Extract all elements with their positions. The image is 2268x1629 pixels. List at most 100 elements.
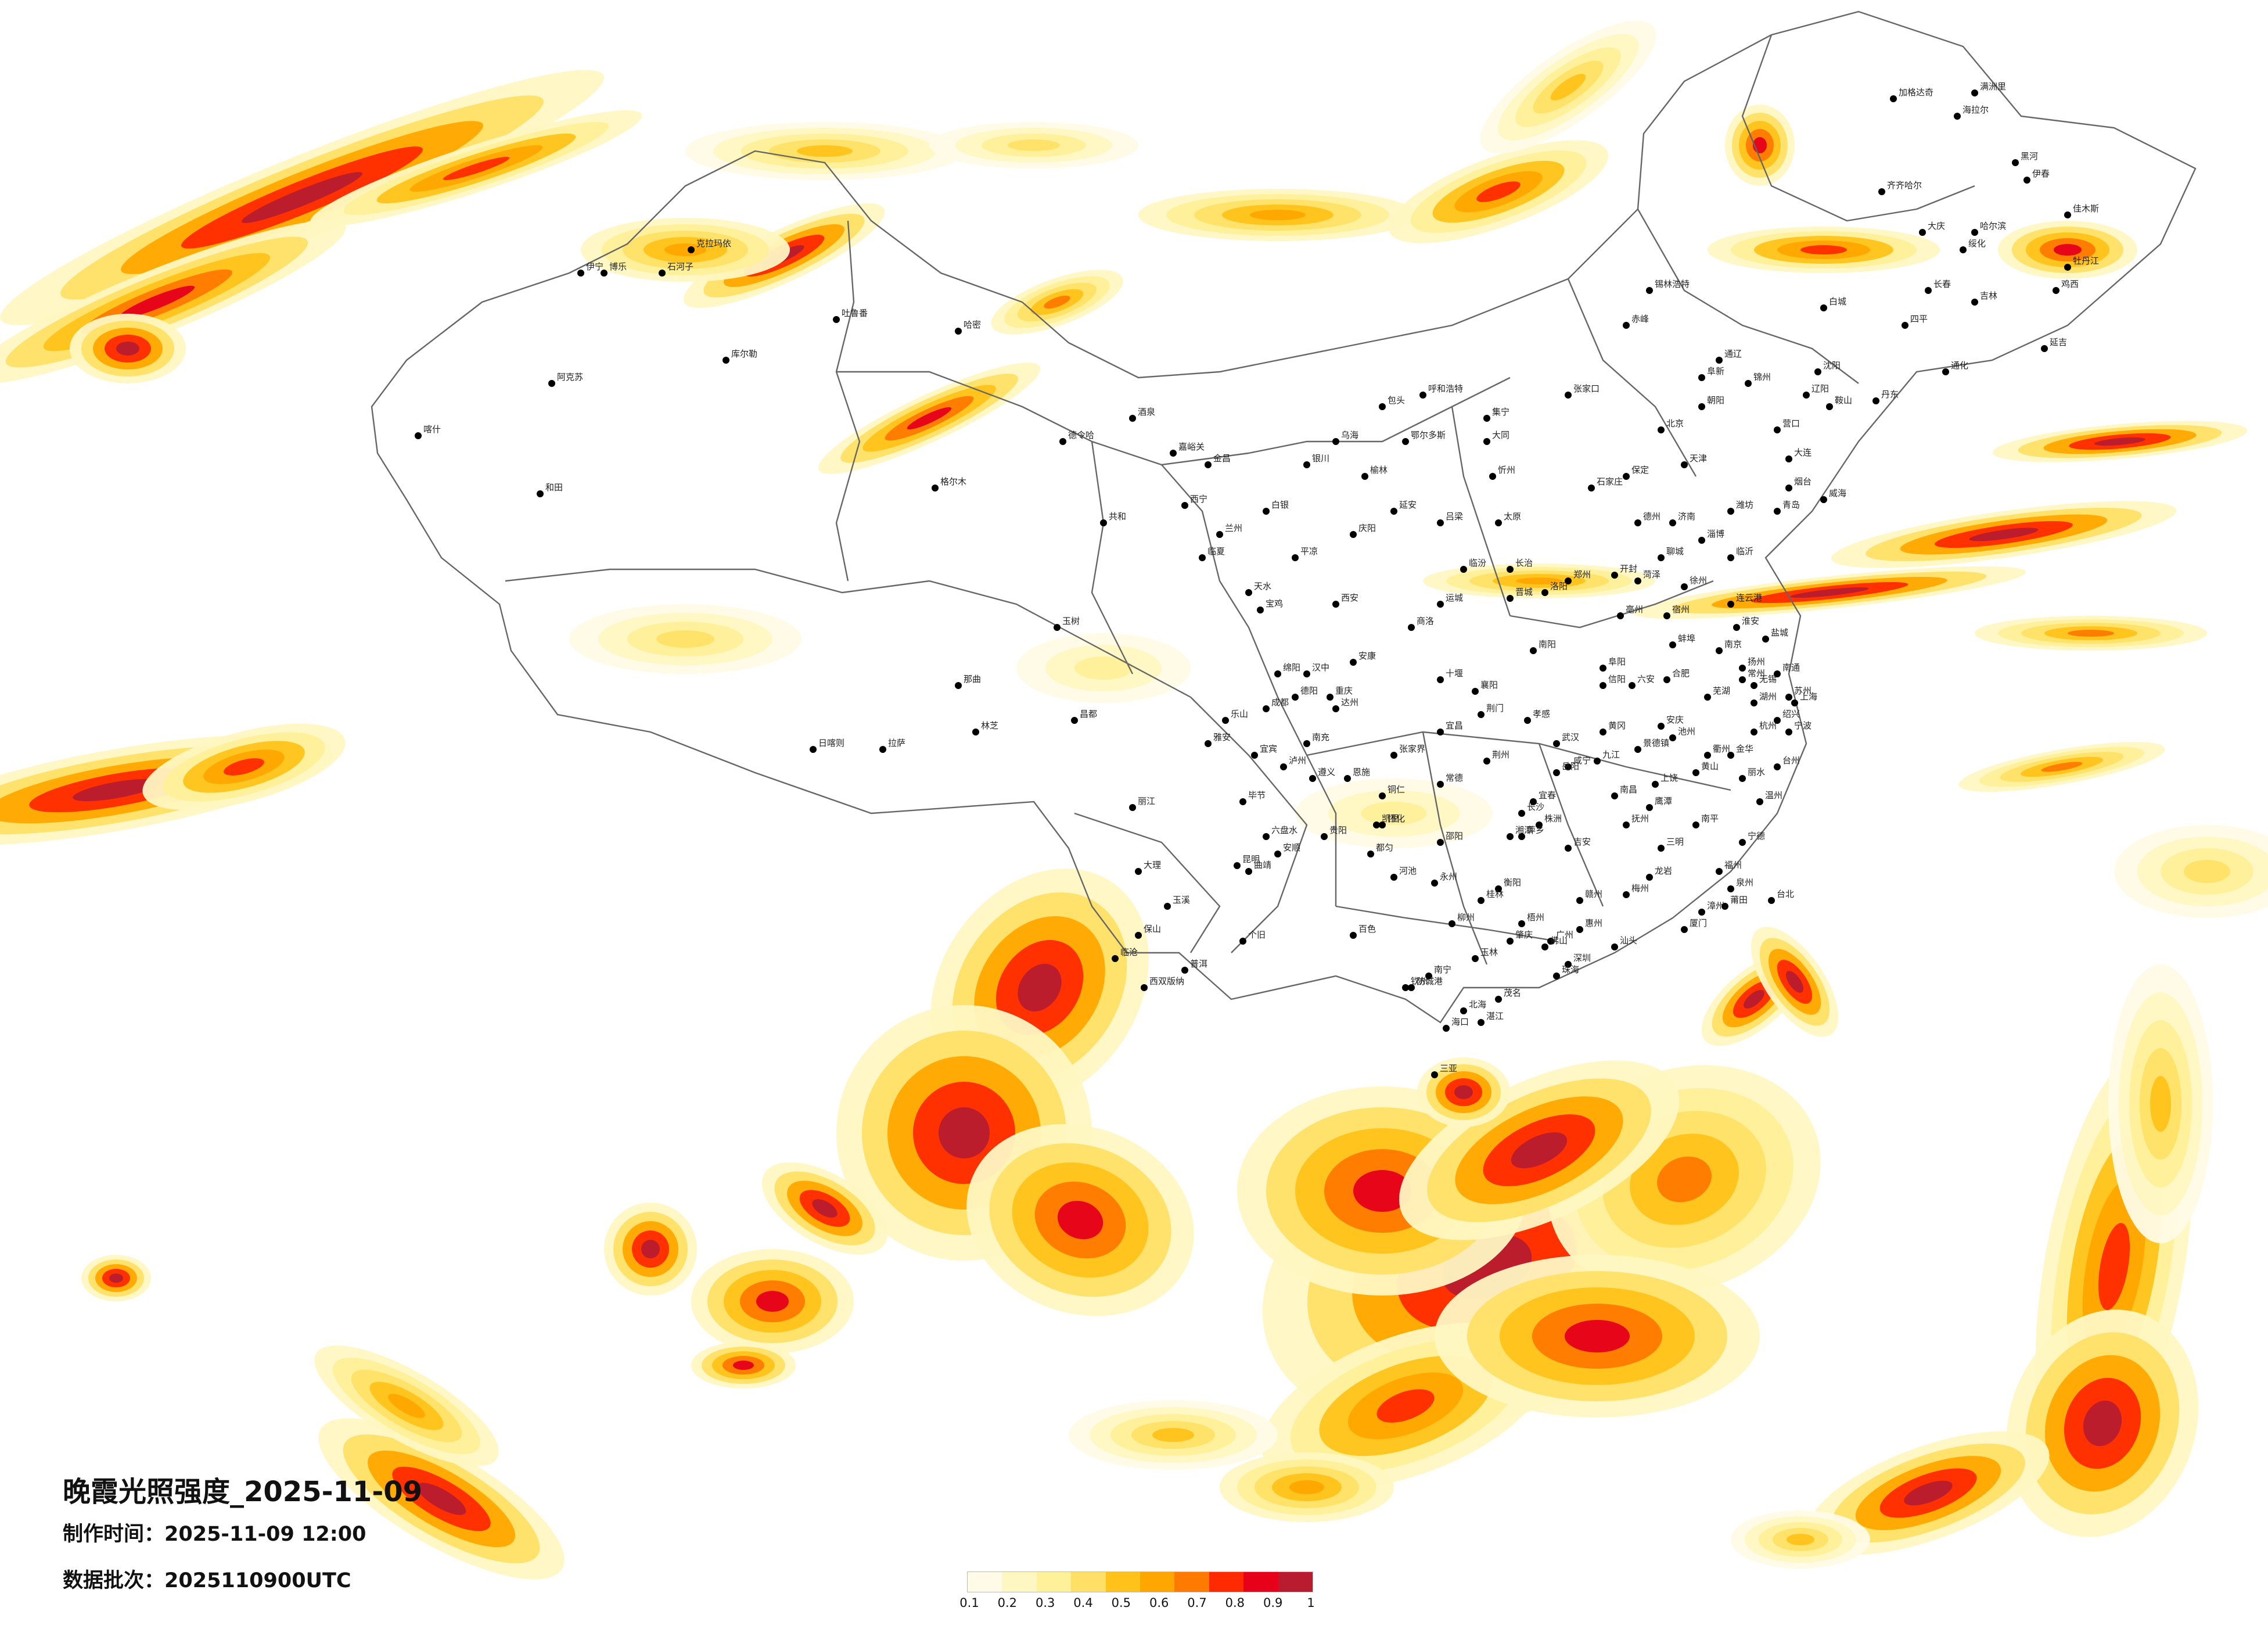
- city-dot: [1332, 438, 1339, 445]
- city-dot: [1739, 839, 1746, 846]
- city-dot: [1170, 450, 1177, 457]
- city-dot: [1733, 624, 1740, 631]
- heat-cell: [2094, 437, 2145, 446]
- city-dot: [1495, 996, 1502, 1003]
- city-dot: [1721, 903, 1728, 910]
- city-dot: [1257, 607, 1264, 613]
- city-label: 宜昌: [1446, 720, 1463, 731]
- city-dot: [1751, 682, 1757, 689]
- city-label: 常州: [1748, 668, 1765, 679]
- data-batch-label: 数据批次：: [63, 1569, 165, 1592]
- city-label: 乌海: [1341, 430, 1358, 440]
- city-label: 凯里: [1382, 813, 1399, 824]
- city-dot: [1530, 647, 1537, 654]
- city-label: 朝阳: [1707, 395, 1724, 406]
- city-label: 营口: [1782, 418, 1800, 429]
- city-label: 广州: [1556, 930, 1573, 940]
- boundary-line: [1091, 441, 1134, 674]
- city-dot: [1814, 368, 1821, 375]
- heat-cell: [1904, 1480, 1953, 1506]
- city-label: 威海: [1829, 488, 1846, 498]
- city-label: 三明: [1666, 837, 1684, 847]
- city-dot: [1507, 833, 1514, 840]
- city-dot: [1785, 455, 1792, 462]
- city-dot: [1971, 229, 1978, 236]
- city-label: 大庆: [1928, 221, 1945, 231]
- city-dot: [1716, 868, 1723, 875]
- city-label: 都匀: [1376, 842, 1393, 853]
- city-label: 石家庄: [1597, 476, 1623, 487]
- city-dot: [1576, 926, 1583, 933]
- production-time-value: 2025-11-09 12:00: [164, 1523, 366, 1546]
- city-dot: [932, 485, 939, 491]
- city-label: 伊宁: [586, 261, 603, 272]
- city-dot: [1751, 699, 1757, 706]
- city-label: 湛江: [1486, 1011, 1504, 1021]
- city-dot: [1634, 577, 1641, 584]
- city-label: 锡林浩特: [1655, 279, 1690, 289]
- city-label: 丹东: [1881, 389, 1899, 400]
- heat-cell: [756, 1291, 789, 1312]
- legend-tick-labels: 0.1 0.2 0.3 0.4 0.5 0.6 0.7 0.8 0.9 1: [959, 1596, 1314, 1613]
- city-label: 武汉: [1562, 732, 1579, 742]
- city-dot: [1135, 868, 1142, 875]
- city-dot: [1437, 601, 1444, 608]
- city-label: 鸡西: [2061, 279, 2079, 289]
- heat-cell: [1511, 1132, 1568, 1168]
- city-label: 和田: [545, 482, 563, 493]
- city-label: 德州: [1643, 511, 1660, 522]
- city-dot: [1263, 705, 1270, 712]
- boundary-line: [835, 220, 861, 582]
- city-dot: [1350, 531, 1357, 538]
- city-dot: [1629, 682, 1636, 689]
- legend-tick-label: 0.4: [1073, 1596, 1093, 1610]
- heat-cell: [2068, 630, 2114, 637]
- city-label: 龙岩: [1655, 866, 1672, 876]
- city-dot: [1698, 403, 1705, 410]
- city-dot: [1611, 943, 1618, 950]
- city-dot: [1623, 821, 1630, 828]
- city-label: 海拉尔: [1963, 105, 1989, 115]
- city-label: 哈尔滨: [1980, 221, 2006, 231]
- city-dot: [1390, 752, 1397, 759]
- city-dot: [1239, 798, 1246, 805]
- city-dot: [1054, 624, 1061, 631]
- city-dot: [1245, 868, 1252, 875]
- city-label: 惠州: [1585, 918, 1602, 928]
- city-label: 深圳: [1573, 953, 1591, 963]
- city-label: 呼和浩特: [1428, 383, 1463, 394]
- city-label: 宜春: [1539, 790, 1556, 801]
- city-label: 西宁: [1190, 494, 1207, 504]
- legend-tick-label: 0.9: [1263, 1596, 1283, 1610]
- legend-swatch: [1278, 1572, 1313, 1592]
- city-dot: [1785, 485, 1792, 491]
- city-label: 长春: [1933, 279, 1951, 289]
- city-label: 九江: [1602, 749, 1620, 760]
- city-label: 泉州: [1736, 877, 1753, 888]
- heat-cell: [1476, 181, 1521, 202]
- city-dot: [1344, 775, 1351, 782]
- city-dot: [1617, 612, 1624, 619]
- city-dot: [1942, 368, 1949, 375]
- city-label: 遵义: [1318, 767, 1335, 777]
- legend-tick-label: 0.8: [1225, 1596, 1245, 1610]
- boundary-line: [1422, 731, 1488, 965]
- heat-cell: [116, 342, 139, 356]
- city-label: 淮安: [1742, 616, 1759, 626]
- city-label: 抚州: [1631, 813, 1649, 824]
- city-label: 锦州: [1753, 372, 1771, 382]
- city-dot: [1960, 246, 1967, 253]
- city-dot: [1919, 229, 1926, 236]
- city-label: 西双版纳: [1149, 976, 1184, 986]
- map-title: 晚霞光照强度_2025-11-09: [63, 1476, 423, 1508]
- city-dot: [1785, 694, 1792, 701]
- heat-cell: [1018, 964, 1062, 1011]
- city-dot: [1199, 554, 1206, 561]
- city-label: 珠海: [1562, 964, 1579, 975]
- city-label: 泸州: [1289, 755, 1306, 766]
- city-dot: [723, 357, 729, 364]
- city-dot: [1785, 729, 1792, 735]
- city-dot: [688, 246, 695, 253]
- city-dot: [1205, 461, 1212, 468]
